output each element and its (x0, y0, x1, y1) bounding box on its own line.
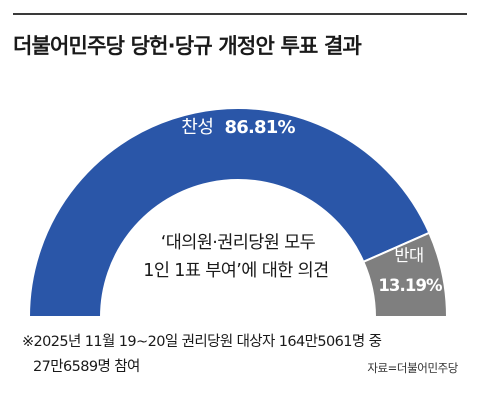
footnote: ※2025년 11월 19~20일 권리당원 대상자 164만5061명 중 2… (22, 330, 382, 380)
footnote-line2: 27만6589명 참여 (33, 359, 140, 375)
footnote-line1: ※2025년 11월 19~20일 권리당원 대상자 164만5061명 중 (22, 334, 382, 350)
slice-oppose (362, 231, 449, 318)
center-label-line1: ‘대의원·권리당원 모두 (161, 233, 316, 253)
agree-name: 찬성 (181, 117, 213, 138)
agree-label: 찬성 86.81% (181, 117, 295, 138)
center-label-line2: 1인 1표 부여’에 대한 의견 (143, 261, 328, 281)
oppose-value: 13.19% (378, 276, 443, 295)
agree-value: 86.81% (225, 117, 296, 138)
source-note: 자료=더불어민주당 (367, 361, 458, 375)
chart-title: 더불어민주당 당헌·당규 개정안 투표 결과 (13, 34, 362, 58)
top-rule (13, 13, 467, 15)
oppose-name: 반대 (394, 246, 423, 265)
slice-agree (27, 107, 431, 318)
